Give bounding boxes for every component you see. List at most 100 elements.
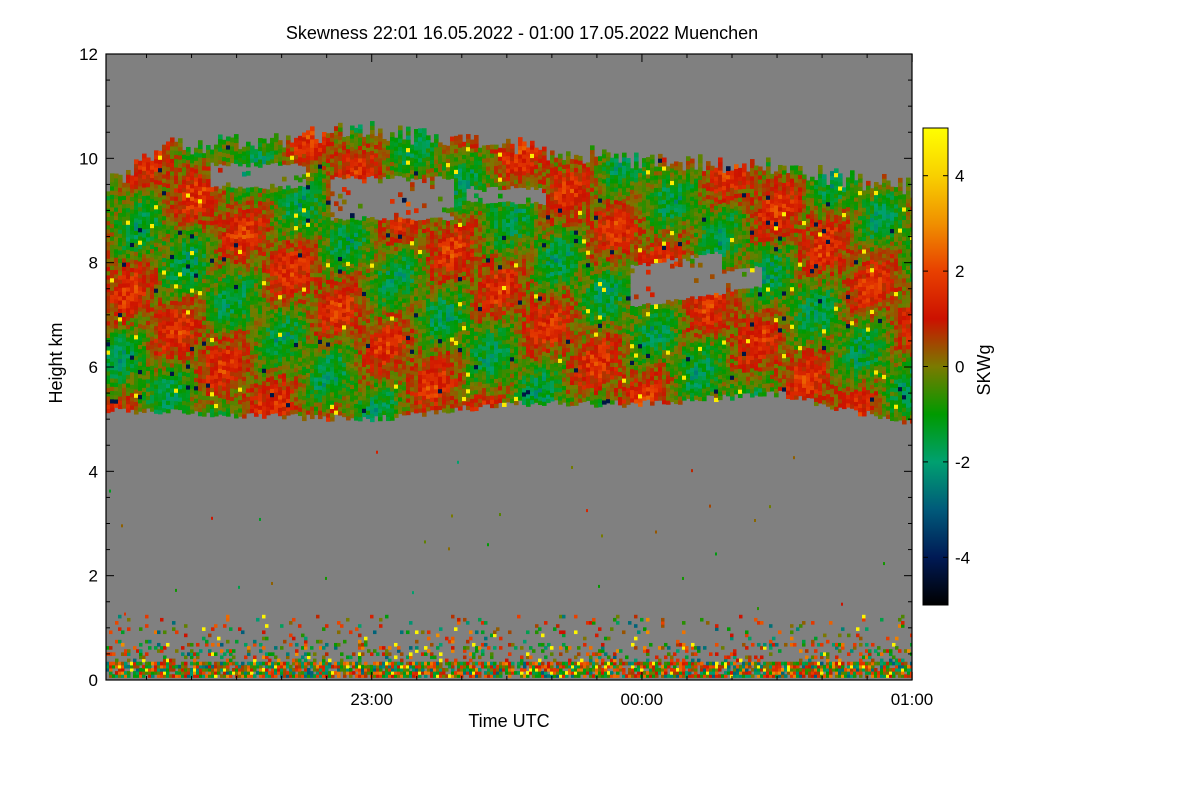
heatmap-cell xyxy=(258,384,263,390)
heatmap-cell xyxy=(242,405,247,411)
heatmap-cell xyxy=(134,363,139,369)
heatmap-cell xyxy=(118,329,123,334)
heatmap-cell xyxy=(358,308,363,313)
heatmap-cell xyxy=(166,179,171,184)
heatmap-cell xyxy=(210,228,215,234)
heatmap-cell xyxy=(382,393,387,399)
heatmap-cell xyxy=(402,381,407,387)
heatmap-cell xyxy=(214,369,219,375)
heatmap-cell xyxy=(370,288,375,293)
heatmap-cell xyxy=(126,215,131,221)
heatmap-cell xyxy=(250,387,255,393)
heatmap-cell xyxy=(282,356,287,361)
heatmap-cell xyxy=(322,332,327,338)
heatmap-cell xyxy=(122,332,127,338)
heatmap-cell xyxy=(282,301,287,307)
heatmap-cell xyxy=(118,304,123,309)
heatmap-cell xyxy=(238,282,243,288)
heatmap-cell xyxy=(274,225,279,230)
heatmap-cell xyxy=(322,182,327,187)
heatmap-cell xyxy=(114,227,119,233)
heatmap-cell xyxy=(126,361,131,367)
heatmap-cell xyxy=(398,371,403,377)
heatmap-cell xyxy=(370,146,375,151)
heatmap-cell xyxy=(114,365,119,371)
heatmap-cell xyxy=(286,373,291,379)
heatmap-cell xyxy=(254,149,259,154)
heatmap-cell xyxy=(214,157,219,162)
heatmap-cell xyxy=(386,236,391,242)
heatmap-cell xyxy=(278,323,283,329)
heatmap-cell xyxy=(150,231,155,237)
heatmap-cell xyxy=(290,397,295,402)
heatmap-cell xyxy=(310,259,315,265)
heatmap-cell xyxy=(294,329,299,335)
heatmap-cell xyxy=(386,357,391,363)
heatmap-cell xyxy=(218,343,223,348)
heatmap-cell xyxy=(270,404,275,410)
heatmap-cell xyxy=(294,242,299,247)
heatmap-cell xyxy=(306,205,311,211)
heatmap-cell xyxy=(326,371,331,376)
heatmap-cell xyxy=(290,205,295,210)
heatmap-cell xyxy=(130,200,135,206)
heatmap-cell xyxy=(202,232,207,238)
heatmap-cell xyxy=(254,361,259,367)
heatmap-cell xyxy=(414,308,419,314)
heatmap-cell xyxy=(226,265,231,271)
heatmap-cell xyxy=(142,366,147,372)
heatmap-cell xyxy=(118,387,123,393)
heatmap-cell xyxy=(346,361,351,367)
heatmap-cell xyxy=(138,340,143,345)
heatmap-cell xyxy=(198,403,203,408)
heatmap-cell xyxy=(134,359,139,365)
heatmap-cell xyxy=(126,270,131,275)
heatmap-cell xyxy=(238,286,243,292)
heatmap-cell xyxy=(174,196,179,201)
heatmap-cell xyxy=(182,166,187,172)
heatmap-cell xyxy=(246,342,251,347)
heatmap-cell xyxy=(402,360,407,366)
heatmap-cell xyxy=(198,307,203,312)
heatmap-cell xyxy=(130,217,135,223)
heatmap-cell xyxy=(334,276,339,282)
heatmap-cell xyxy=(426,331,431,337)
heatmap-cell xyxy=(310,180,315,186)
heatmap-cell xyxy=(214,365,219,371)
heatmap-cell xyxy=(138,377,143,383)
heatmap-cell xyxy=(342,278,347,284)
heatmap-cell xyxy=(382,164,387,169)
heatmap-cell xyxy=(414,304,419,310)
heatmap-cell xyxy=(414,379,419,385)
heatmap-cell xyxy=(262,217,267,223)
heatmap-cell xyxy=(426,318,431,324)
heatmap-cell xyxy=(294,292,299,298)
heatmap-cell xyxy=(110,294,115,300)
heatmap-cell xyxy=(330,320,335,326)
heatmap-cell xyxy=(278,236,283,241)
heatmap-cell xyxy=(318,297,323,303)
heatmap-cell xyxy=(278,307,283,312)
heatmap-cell xyxy=(362,353,367,359)
heatmap-cell xyxy=(194,277,199,282)
heatmap-cell xyxy=(186,305,191,311)
heatmap-cell xyxy=(118,249,123,255)
heatmap-cell xyxy=(210,299,215,305)
heatmap-cell xyxy=(306,322,311,328)
heatmap-cell xyxy=(298,244,303,250)
heatmap-cell xyxy=(250,370,255,376)
heatmap-cell xyxy=(414,329,419,335)
heatmap-cell xyxy=(166,408,171,414)
heatmap-cell xyxy=(134,380,139,386)
heatmap-cell xyxy=(162,190,167,196)
heatmap-cell xyxy=(310,151,315,157)
heatmap-cell xyxy=(322,349,327,354)
heatmap-cell xyxy=(226,374,231,380)
heatmap-cell xyxy=(154,321,159,327)
heatmap-cell xyxy=(114,206,119,212)
heatmap-cell xyxy=(258,346,263,352)
heatmap-cell xyxy=(326,141,331,147)
heatmap-cell xyxy=(406,335,411,341)
heatmap-cell xyxy=(306,305,311,311)
heatmap-cell xyxy=(406,372,411,378)
